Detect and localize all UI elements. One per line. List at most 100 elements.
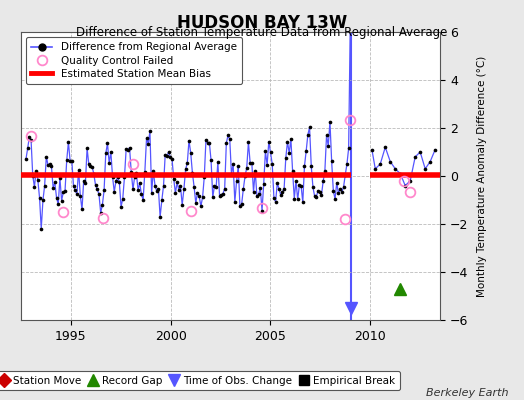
Point <box>280 186 288 192</box>
Point <box>237 201 246 207</box>
Point <box>265 138 273 145</box>
Point <box>56 175 64 182</box>
Point <box>431 146 439 153</box>
Point <box>326 118 334 125</box>
Point <box>84 161 93 167</box>
Point <box>100 187 108 194</box>
Point <box>47 163 56 170</box>
Point <box>76 192 84 199</box>
Point <box>214 159 222 166</box>
Legend: Station Move, Record Gap, Time of Obs. Change, Empirical Break: Station Move, Record Gap, Time of Obs. C… <box>0 371 400 390</box>
Point <box>190 184 198 190</box>
Point <box>132 170 140 176</box>
Point <box>66 158 74 164</box>
Point <box>340 184 348 190</box>
Point <box>288 168 297 174</box>
Point <box>166 154 174 160</box>
Point <box>416 149 424 155</box>
Point <box>71 187 80 193</box>
Point <box>144 140 152 147</box>
Point <box>302 148 310 154</box>
Point <box>178 202 187 208</box>
Point <box>169 176 178 182</box>
Point <box>139 197 147 203</box>
Point <box>46 161 54 168</box>
Point <box>25 134 34 140</box>
Point <box>328 158 336 164</box>
Point <box>266 149 275 156</box>
Point <box>199 194 207 200</box>
Point <box>127 169 135 175</box>
Point <box>156 214 165 220</box>
Point <box>22 156 30 162</box>
Point <box>207 157 215 164</box>
Point <box>324 143 332 149</box>
Point <box>341 172 350 178</box>
Point <box>105 160 113 166</box>
Point <box>61 188 69 194</box>
Point <box>152 188 161 194</box>
Point <box>168 156 176 162</box>
Point <box>124 147 132 153</box>
Point <box>256 185 265 191</box>
Point <box>292 178 300 184</box>
Point <box>59 189 68 195</box>
Point <box>331 196 339 202</box>
Point <box>49 184 57 191</box>
Point <box>261 148 270 154</box>
Point <box>344 145 353 152</box>
Point <box>35 194 43 201</box>
Point <box>241 173 249 180</box>
Point <box>255 191 263 198</box>
Point <box>270 194 278 201</box>
Point <box>32 167 40 174</box>
Point <box>343 161 351 167</box>
Point <box>146 128 154 134</box>
Point <box>426 158 434 165</box>
Point <box>125 144 134 151</box>
Point <box>28 172 37 179</box>
Point <box>121 174 129 180</box>
Point <box>222 140 231 146</box>
Text: Berkeley Earth: Berkeley Earth <box>426 388 508 398</box>
Point <box>231 199 239 205</box>
Point <box>205 140 214 146</box>
Point <box>196 203 205 210</box>
Point <box>287 136 295 142</box>
Point <box>81 180 90 186</box>
Point <box>73 191 81 198</box>
Point <box>154 186 162 192</box>
Point <box>368 146 376 153</box>
Point <box>285 150 293 156</box>
Point <box>102 150 110 157</box>
Point <box>88 164 96 170</box>
Point <box>158 197 166 204</box>
Point <box>62 157 71 164</box>
Point <box>319 178 328 184</box>
Point <box>290 195 299 202</box>
Point <box>98 202 106 208</box>
Point <box>149 168 158 174</box>
Point <box>173 179 181 186</box>
Point <box>83 145 91 152</box>
Point <box>134 187 142 193</box>
Point <box>315 188 324 195</box>
Point <box>297 182 305 189</box>
Point <box>401 182 409 189</box>
Point <box>91 182 100 189</box>
Point <box>275 186 283 192</box>
Point <box>180 186 188 192</box>
Point <box>37 226 46 232</box>
Point <box>80 178 88 184</box>
Point <box>248 160 256 166</box>
Point <box>322 132 331 139</box>
Point <box>224 132 232 138</box>
Point <box>195 193 203 199</box>
Point <box>112 178 120 184</box>
Point <box>396 170 405 177</box>
Point <box>136 180 144 186</box>
Point <box>300 163 309 169</box>
Point <box>333 180 341 186</box>
Point <box>159 183 168 189</box>
Point <box>140 169 149 175</box>
